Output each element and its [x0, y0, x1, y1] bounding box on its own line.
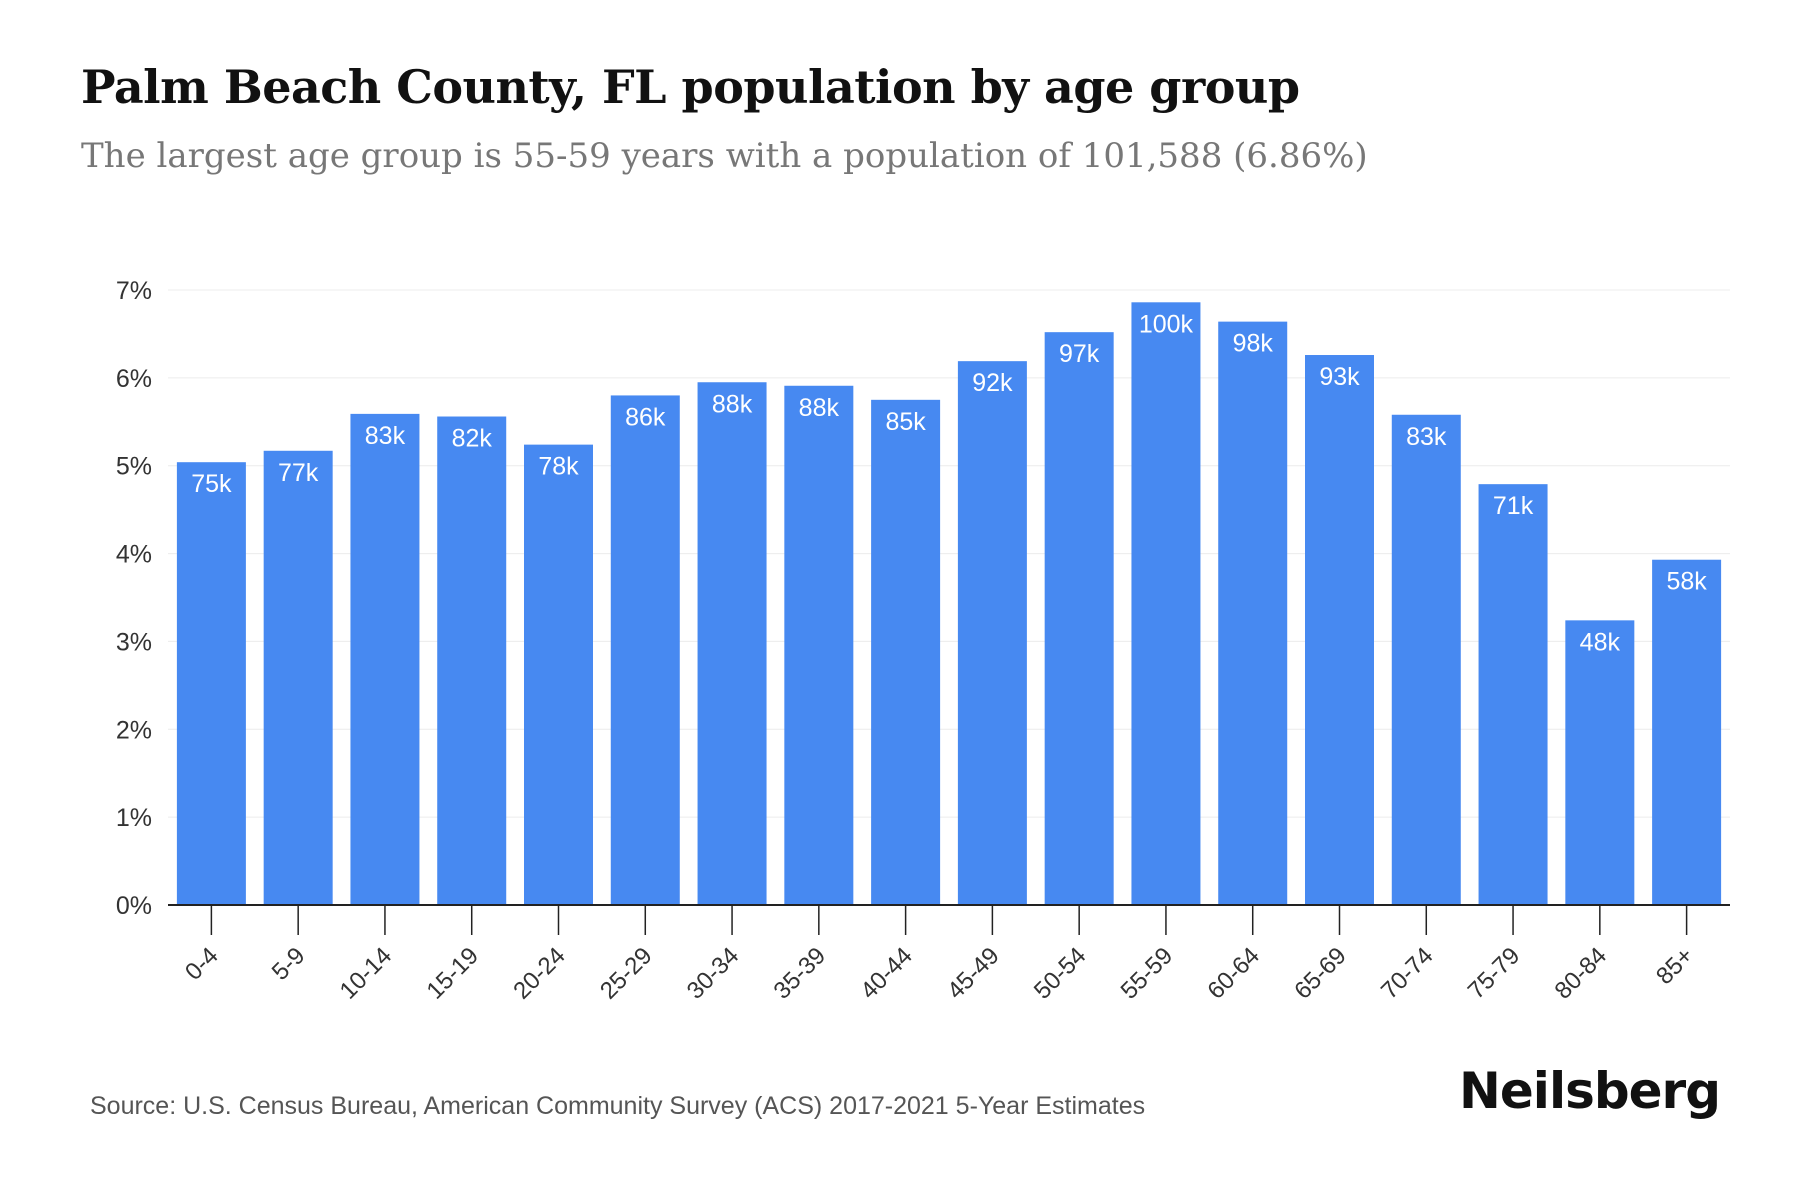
bar-data-label: 86k: [625, 403, 666, 431]
x-tick-label: 50-54: [1029, 942, 1092, 1005]
y-tick-label: 6%: [116, 365, 152, 393]
bar-data-label: 83k: [365, 422, 406, 450]
bar: [1652, 559, 1722, 905]
bar: [524, 444, 593, 905]
y-tick-label: 5%: [116, 453, 152, 481]
bar: [784, 385, 854, 905]
y-tick-label: 2%: [116, 716, 152, 744]
bars: [176, 302, 1722, 906]
bar: [350, 413, 420, 905]
bar-data-label: 88k: [712, 390, 753, 418]
bar: [1305, 355, 1374, 905]
y-tick-label: 3%: [116, 628, 152, 656]
y-tick-label: 1%: [116, 804, 152, 832]
x-tick-label: 10-14: [335, 942, 398, 1005]
x-tick-label: 35-39: [769, 942, 832, 1005]
x-tick-label: 40-44: [855, 942, 918, 1005]
x-tick-label: 70-74: [1376, 942, 1439, 1005]
x-tick-label: 85+: [1651, 942, 1699, 990]
chart-subtitle: The largest age group is 55-59 years wit…: [81, 136, 1368, 176]
bar-data-label: 98k: [1233, 330, 1274, 358]
y-tick-label: 4%: [116, 541, 152, 569]
brand-logo: Neilsberg: [1459, 1062, 1721, 1120]
bar-data-label: 71k: [1493, 492, 1534, 520]
bar-data-label: 100k: [1139, 310, 1194, 338]
bar: [1044, 332, 1114, 906]
bar: [957, 361, 1027, 905]
bar-data-label: 97k: [1059, 340, 1100, 368]
bar: [1131, 302, 1201, 905]
x-axis-ticks: 0-4 5-9 10-14 15-19 20-24 25-29 30-34 35-39 40-4…: [180, 905, 1699, 1005]
bar: [437, 416, 507, 905]
bar-data-label: 83k: [1406, 423, 1447, 451]
y-axis-ticks: 0% 1% 2% 3% 4% 5% 6% 7%: [116, 277, 152, 920]
bar-data-label: 75k: [191, 470, 232, 498]
bar-data-label: 93k: [1319, 363, 1360, 391]
bar-data-label: 77k: [278, 459, 319, 487]
source-note: Source: U.S. Census Bureau, American Com…: [90, 1092, 1146, 1120]
x-tick-label: 20-24: [508, 942, 571, 1005]
bar: [1218, 321, 1288, 906]
x-tick-label: 80-84: [1550, 942, 1613, 1005]
bar: [1478, 484, 1548, 905]
bar: [176, 462, 246, 905]
y-tick-label: 0%: [116, 892, 152, 920]
x-tick-label: 0-4: [180, 942, 224, 986]
x-tick-label: 45-49: [942, 942, 1005, 1005]
bar: [871, 399, 941, 905]
x-tick-label: 55-59: [1116, 942, 1179, 1005]
x-tick-label: 5-9: [267, 942, 311, 986]
x-tick-label: 65-69: [1289, 942, 1352, 1005]
bar-data-label: 82k: [452, 425, 493, 453]
bar-data-label: 48k: [1580, 628, 1621, 656]
y-tick-label: 7%: [116, 277, 152, 305]
x-tick-label: 60-64: [1202, 942, 1265, 1005]
bar-data-label: 78k: [538, 453, 579, 481]
bar-data-label: 92k: [972, 369, 1013, 397]
bar: [610, 395, 680, 905]
bar-data-label: 58k: [1666, 568, 1707, 596]
bar-labels: 75k 77k 83k 82k 78k 86k 88k 88k 85k 92k 97k 100k 98k…: [191, 310, 1707, 656]
bar: [1391, 414, 1461, 905]
x-tick-label: 15-19: [421, 942, 484, 1005]
bar: [1565, 620, 1635, 905]
x-tick-label: 25-29: [595, 942, 658, 1005]
bar: [263, 450, 333, 905]
bar-data-label: 85k: [885, 408, 926, 436]
gridlines: [168, 289, 1730, 818]
bar-data-label: 88k: [799, 394, 840, 422]
chart-title: Palm Beach County, FL population by age …: [81, 60, 1300, 114]
x-tick-label: 75-79: [1463, 942, 1526, 1005]
x-tick-label: 30-34: [682, 942, 745, 1005]
bar: [697, 382, 767, 905]
